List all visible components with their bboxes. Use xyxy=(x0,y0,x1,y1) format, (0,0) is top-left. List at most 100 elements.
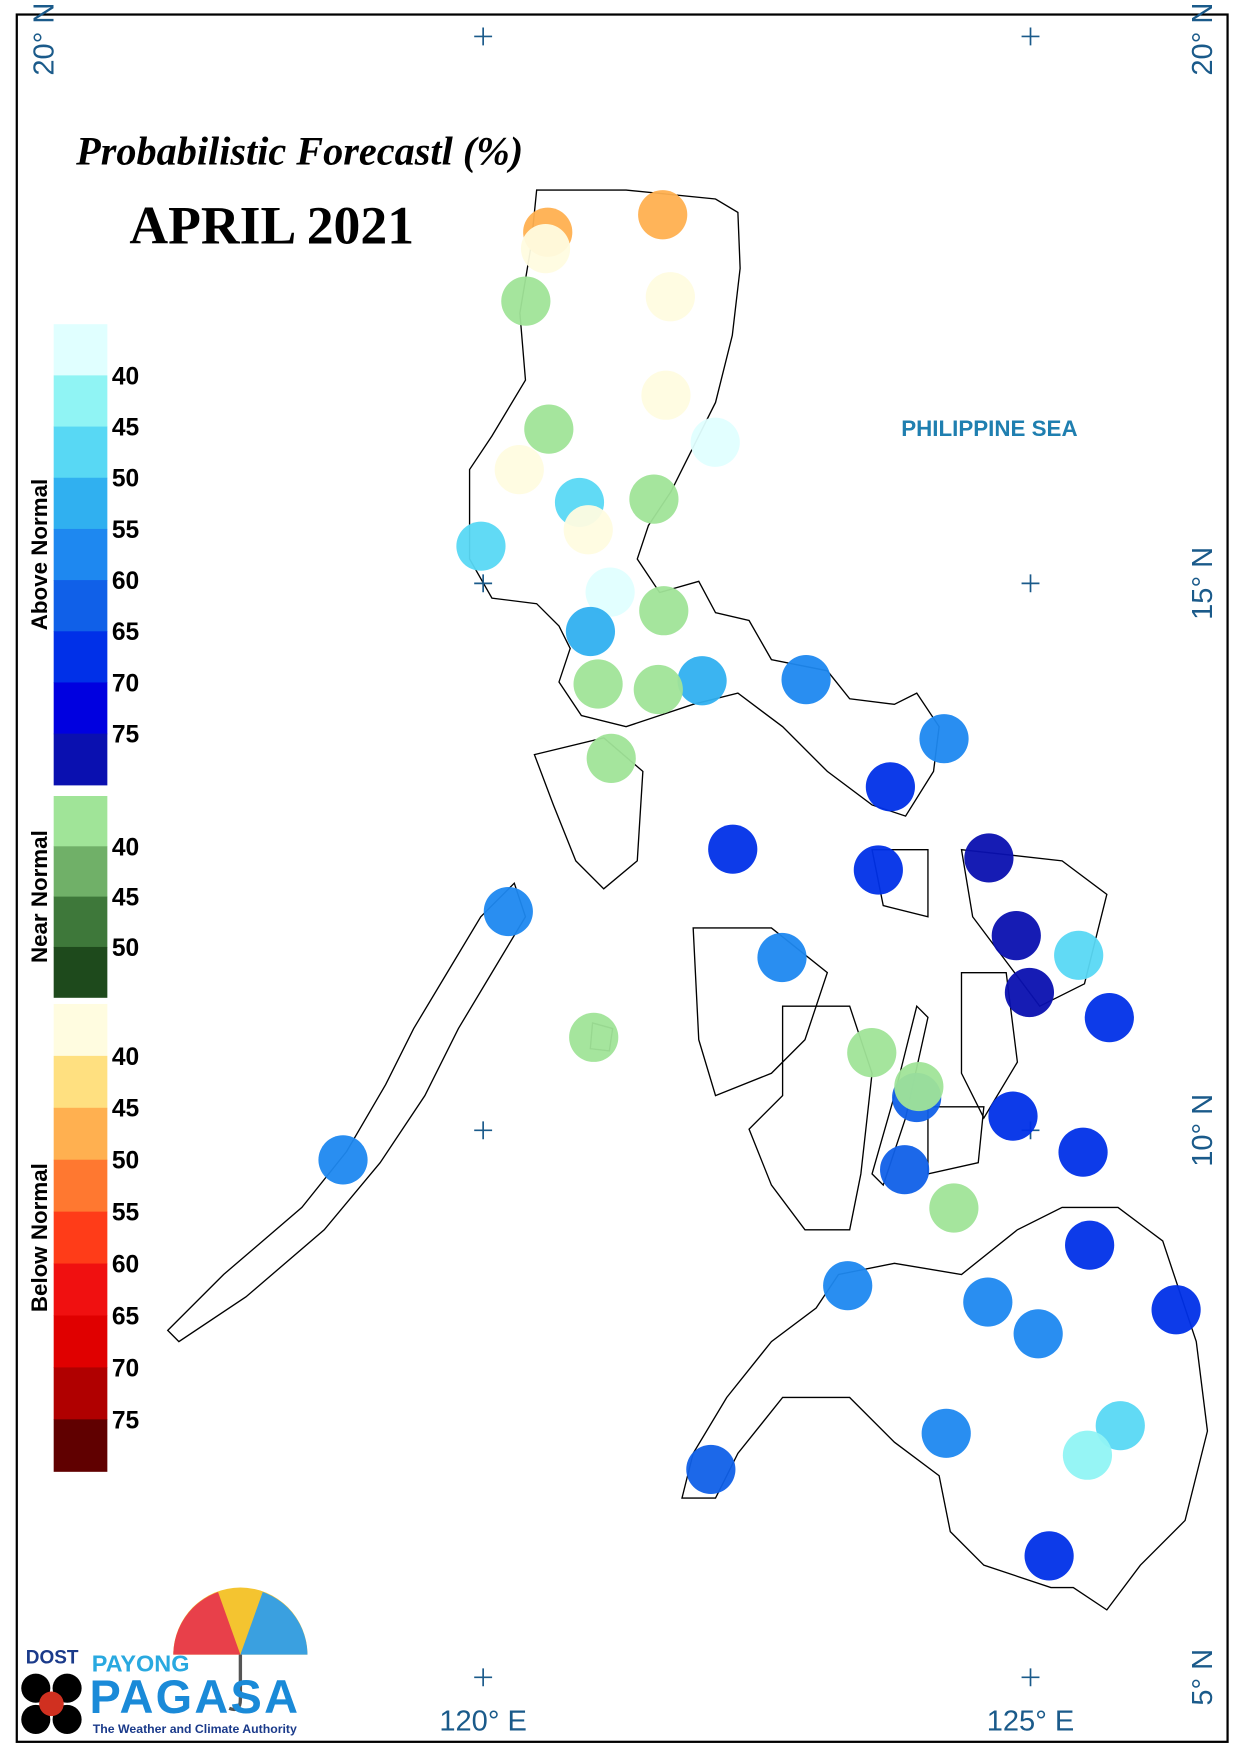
grid-cross xyxy=(474,1668,493,1687)
legend-tick-label: 75 xyxy=(112,722,139,749)
legend-tick-label: 40 xyxy=(112,363,139,390)
station xyxy=(456,521,506,571)
station xyxy=(708,824,758,874)
legend-group-label: Above Normal xyxy=(27,479,52,630)
legend-swatch xyxy=(53,528,108,581)
legend-tick-label: 60 xyxy=(112,568,139,595)
station xyxy=(1013,1309,1063,1359)
legend-swatch xyxy=(53,580,108,632)
legend-swatch xyxy=(53,1159,108,1213)
station xyxy=(563,505,613,555)
station xyxy=(1054,930,1104,980)
station xyxy=(921,1408,971,1458)
station xyxy=(1024,1531,1074,1581)
station xyxy=(585,567,635,617)
station xyxy=(964,833,1014,883)
x-tick-label: 120° E xyxy=(439,1706,527,1738)
legend-swatch xyxy=(53,1055,108,1109)
legend-tick-label: 65 xyxy=(112,619,139,646)
x-tick-label: 125° E xyxy=(987,1706,1075,1738)
station xyxy=(565,606,616,657)
y-tick-label: 10° N xyxy=(1187,1094,1219,1167)
station xyxy=(501,276,551,326)
legend-swatch xyxy=(53,631,108,684)
legend-tick-label: 70 xyxy=(112,670,139,697)
legend-swatch xyxy=(53,1003,108,1057)
legend-swatch xyxy=(53,375,108,428)
legend-tick-label: 55 xyxy=(112,517,139,544)
legend-swatch xyxy=(53,324,108,376)
legend-tick-label: 50 xyxy=(112,1148,139,1175)
legend-swatch xyxy=(53,1315,108,1368)
legend-swatch xyxy=(53,896,108,948)
logo-brand-top: PAYONG xyxy=(92,1650,190,1676)
station xyxy=(690,417,740,467)
station xyxy=(633,664,683,715)
legend-tick-label: 40 xyxy=(112,1044,139,1071)
y-tick-label: 20° N xyxy=(29,3,61,76)
station xyxy=(318,1135,368,1185)
station xyxy=(1004,967,1055,1018)
legend-tick-label: 40 xyxy=(112,834,139,861)
legend-swatch xyxy=(53,1107,108,1161)
map-title: Probabilistic Forecastl (%) xyxy=(75,128,523,173)
sea-label: PHILIPPINE SEA xyxy=(901,416,1077,441)
logo: DOST PAYONG PAGASA The Weather and Clima… xyxy=(21,1587,308,1736)
station xyxy=(629,474,679,524)
logo-agency: DOST xyxy=(26,1648,79,1669)
legend-swatch xyxy=(53,1367,108,1420)
legend-swatch xyxy=(53,477,108,530)
station xyxy=(880,1145,930,1195)
station xyxy=(823,1261,873,1311)
station xyxy=(991,911,1041,961)
legend-tick-label: 75 xyxy=(112,1407,139,1434)
grid-cross xyxy=(1021,574,1040,593)
station xyxy=(853,845,903,895)
station xyxy=(865,762,915,812)
station xyxy=(963,1277,1013,1327)
station xyxy=(1095,1401,1145,1451)
station xyxy=(781,655,831,705)
station xyxy=(919,714,969,764)
legend-swatch xyxy=(53,846,108,898)
map-subtitle: APRIL 2021 xyxy=(129,196,414,256)
logo-dot xyxy=(39,1691,64,1717)
station xyxy=(1151,1285,1201,1335)
station xyxy=(639,586,689,636)
station xyxy=(520,224,571,274)
legend-swatch xyxy=(53,946,108,998)
legend-tick-label: 60 xyxy=(112,1252,139,1279)
station xyxy=(1084,993,1134,1043)
station xyxy=(677,656,727,706)
umbrella xyxy=(173,1592,241,1655)
legend-swatch xyxy=(53,796,108,847)
legend-tick-label: 45 xyxy=(112,1096,139,1123)
grid-cross xyxy=(474,574,493,593)
station xyxy=(586,733,636,783)
station xyxy=(1065,1220,1115,1270)
umbrella-handle xyxy=(228,1654,243,1712)
station xyxy=(894,1061,944,1112)
legend-swatch xyxy=(53,682,108,735)
map-frame xyxy=(15,13,1229,1743)
legend-swatch xyxy=(53,1419,108,1472)
station xyxy=(1062,1430,1113,1480)
station xyxy=(569,1012,619,1062)
station xyxy=(573,659,623,709)
logo-brand: PAGASA xyxy=(89,1670,300,1723)
legend-tick-label: 50 xyxy=(112,935,139,962)
station xyxy=(645,272,695,322)
grid-cross xyxy=(1021,1668,1040,1687)
legend-swatch xyxy=(53,426,108,479)
y-tick-label: 5° N xyxy=(1187,1649,1219,1706)
grid-cross xyxy=(474,1121,493,1140)
legend-tick-label: 45 xyxy=(112,415,139,442)
legend-swatch xyxy=(53,733,108,786)
grid-cross xyxy=(1021,27,1040,46)
grid-cross xyxy=(474,27,493,46)
legend-tick-label: 50 xyxy=(112,466,139,493)
station xyxy=(847,1028,897,1078)
legend-tick-label: 45 xyxy=(112,885,139,912)
logo-tagline: The Weather and Climate Authority xyxy=(93,1722,297,1736)
